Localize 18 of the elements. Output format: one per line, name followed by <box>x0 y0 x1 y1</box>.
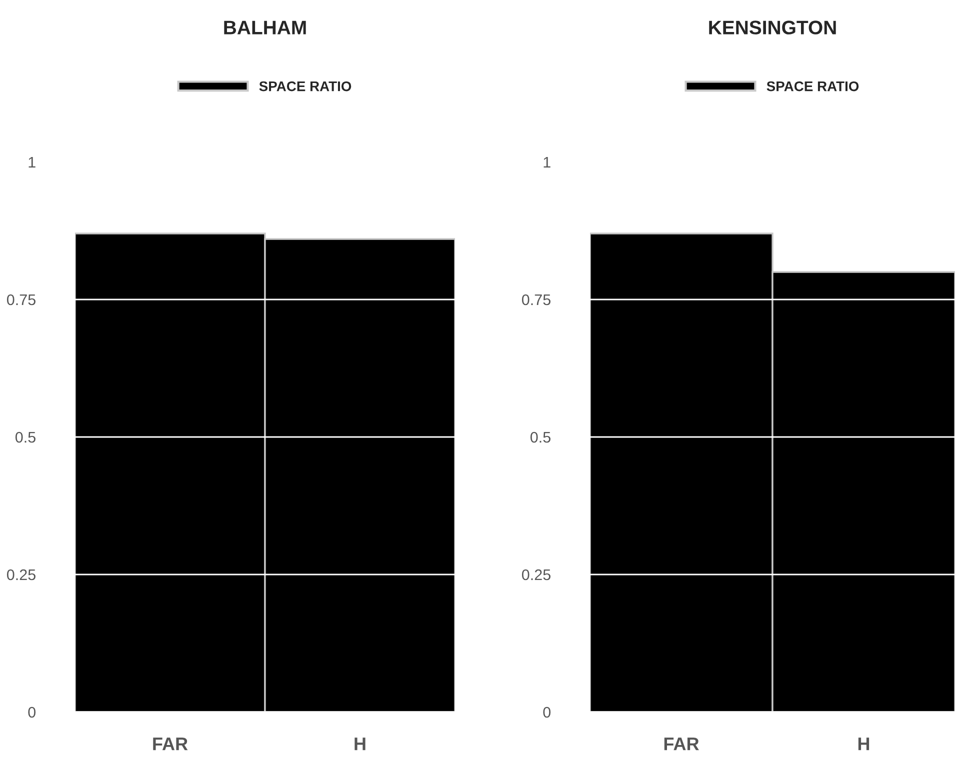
x-tick-label: H <box>354 738 366 750</box>
y-tick-label: 0.75 <box>522 294 550 306</box>
x-tick-label: FAR <box>153 738 188 750</box>
chart-title: KENSINGTON <box>709 20 836 34</box>
x-tick-label: H <box>858 738 870 750</box>
y-tick-label: 0.5 <box>530 432 550 443</box>
y-tick-label: 1 <box>28 157 36 168</box>
y-tick-label: 0 <box>28 706 36 718</box>
y-tick-label: 0.75 <box>6 294 36 306</box>
x-tick-label: FAR <box>664 738 699 750</box>
y-tick-label: 0.25 <box>6 569 36 580</box>
y-tick-label: 0.25 <box>522 569 550 580</box>
y-tick-label: 0.5 <box>15 432 36 443</box>
y-tick-label: 1 <box>544 157 550 168</box>
chart-title: BALHAM <box>224 20 306 34</box>
y-tick-label: 0 <box>543 706 551 718</box>
legend-label: SPACE RATIO <box>259 81 352 92</box>
legend-label: SPACE RATIO <box>766 81 859 92</box>
